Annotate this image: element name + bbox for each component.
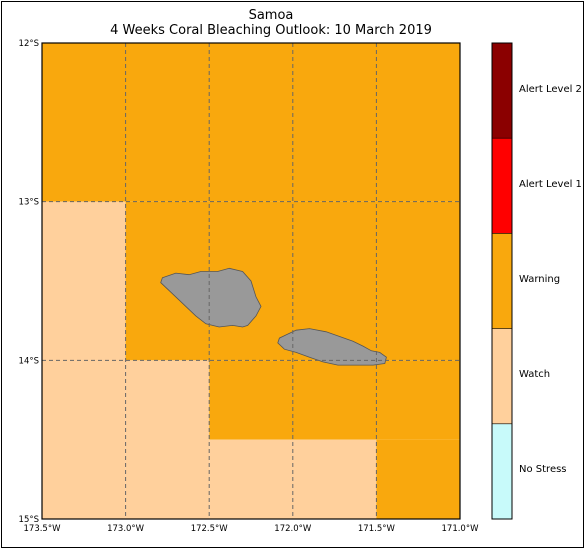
colorbar-swatch [492, 423, 512, 519]
outlook-region-3 [125, 360, 210, 519]
colorbar-label: Alert Level 1 [519, 178, 582, 190]
lat-tick-label: 15°S [19, 515, 39, 525]
colorbar-label: Warning [519, 274, 561, 285]
lat-tick-label: 14°S [19, 356, 39, 366]
colorbar-swatch [492, 233, 512, 329]
lon-tick-label: 172.5°W [191, 524, 229, 534]
colorbar-label: No Stress [519, 464, 567, 476]
outlook-region-6 [376, 439, 460, 519]
colorbar [491, 42, 513, 520]
colorbar-label: Watch [519, 369, 551, 381]
colorbar-swatch [492, 328, 512, 424]
outlook-region-4 [209, 360, 460, 440]
map-title: Samoa [248, 8, 294, 23]
map-axes-frame [41, 42, 461, 520]
colorbar-swatch [492, 43, 512, 139]
outlook-region-1 [42, 201, 126, 519]
island-0 [160, 267, 262, 328]
graticule [42, 43, 460, 519]
map-subtitle: 4 Weeks Coral Bleaching Outlook: 10 Marc… [110, 23, 432, 38]
lon-tick-label: 171.5°W [358, 524, 396, 534]
lon-tick-label: 171.0°W [442, 524, 480, 534]
title-block: Samoa 4 Weeks Coral Bleaching Outlook: 1… [40, 8, 502, 38]
lat-tick-label: 13°S [19, 198, 39, 208]
colorbar-frame [491, 42, 513, 520]
lat-tick-label: 12°S [19, 39, 39, 49]
lon-tick-label: 173.0°W [107, 524, 145, 534]
colorbar-label: Alert Level 2 [519, 83, 582, 95]
land-layer [160, 267, 387, 366]
lon-tick-label: 172.0°W [274, 524, 312, 534]
lon-tick-label: 173.5°W [24, 524, 62, 534]
outlook-region-0 [42, 43, 460, 202]
colorbar-swatch [492, 138, 512, 234]
island-1 [277, 328, 387, 366]
